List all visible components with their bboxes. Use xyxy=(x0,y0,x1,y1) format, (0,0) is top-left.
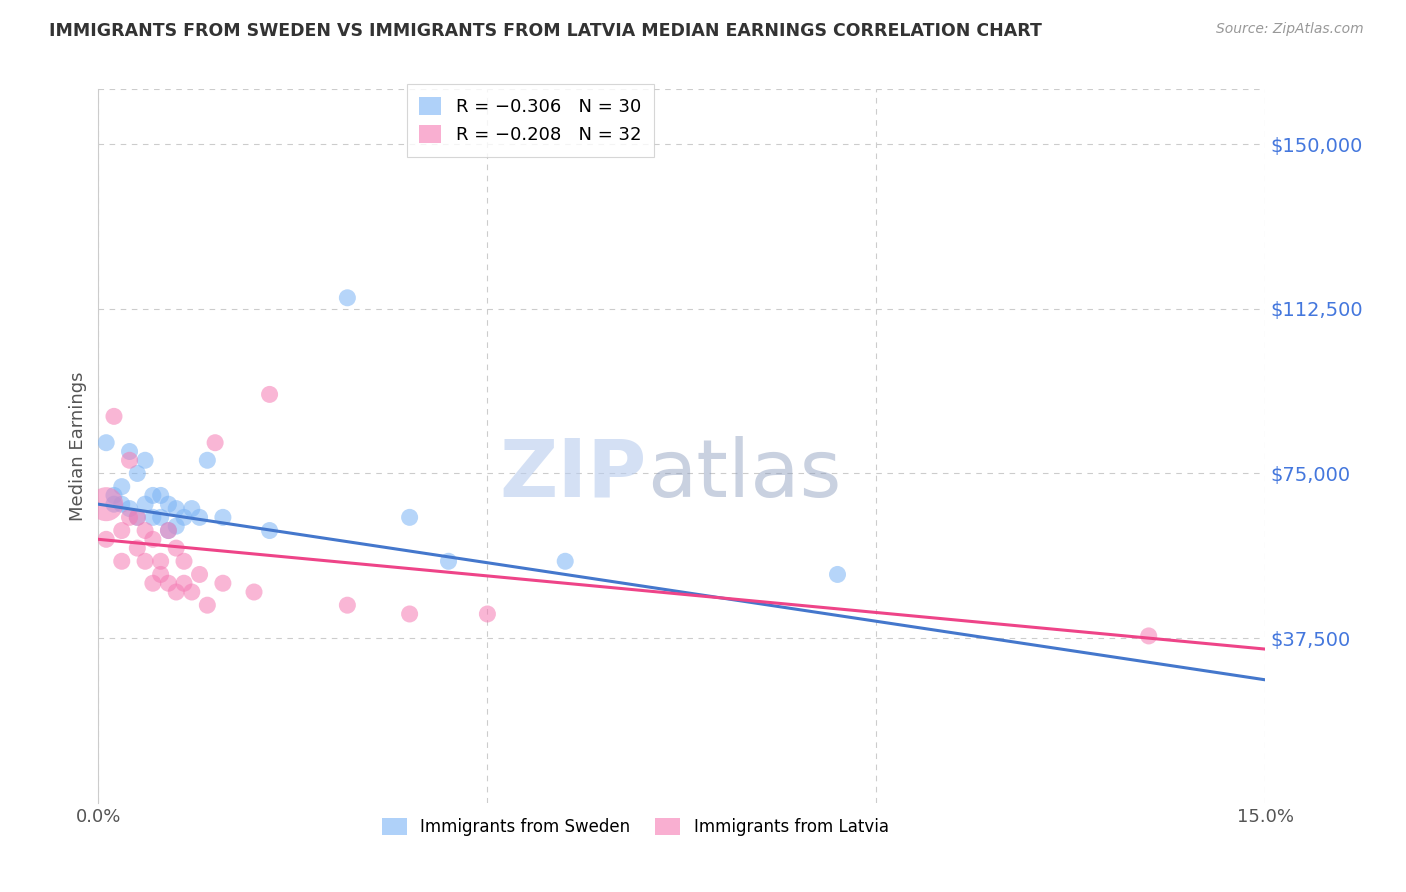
Point xyxy=(336,291,359,305)
Point xyxy=(111,497,134,511)
Point xyxy=(204,435,226,450)
Point xyxy=(149,567,172,582)
Point xyxy=(103,497,125,511)
Point xyxy=(173,510,195,524)
Point xyxy=(103,409,125,424)
Point xyxy=(142,488,165,502)
Point xyxy=(165,585,187,599)
Point xyxy=(149,510,172,524)
Point xyxy=(165,501,187,516)
Text: Source: ZipAtlas.com: Source: ZipAtlas.com xyxy=(1216,22,1364,37)
Point xyxy=(111,554,134,568)
Point xyxy=(165,519,187,533)
Point xyxy=(259,387,281,401)
Point xyxy=(127,510,149,524)
Point xyxy=(118,510,141,524)
Text: IMMIGRANTS FROM SWEDEN VS IMMIGRANTS FROM LATVIA MEDIAN EARNINGS CORRELATION CHA: IMMIGRANTS FROM SWEDEN VS IMMIGRANTS FRO… xyxy=(49,22,1042,40)
Point xyxy=(398,510,420,524)
Point xyxy=(195,453,218,467)
Point xyxy=(477,607,499,621)
Point xyxy=(127,541,149,555)
Point xyxy=(111,524,134,538)
Point xyxy=(157,524,180,538)
Point xyxy=(157,576,180,591)
Point xyxy=(1137,629,1160,643)
Point xyxy=(173,576,195,591)
Point xyxy=(142,510,165,524)
Text: ZIP: ZIP xyxy=(499,435,647,514)
Point xyxy=(134,524,156,538)
Point xyxy=(827,567,849,582)
Y-axis label: Median Earnings: Median Earnings xyxy=(69,371,87,521)
Point xyxy=(188,510,211,524)
Point xyxy=(180,501,202,516)
Point xyxy=(134,554,156,568)
Point xyxy=(165,541,187,555)
Point xyxy=(118,501,141,516)
Point xyxy=(118,444,141,458)
Point xyxy=(212,510,235,524)
Point xyxy=(96,497,118,511)
Point xyxy=(437,554,460,568)
Point xyxy=(142,533,165,547)
Text: atlas: atlas xyxy=(647,435,841,514)
Point xyxy=(149,488,172,502)
Point xyxy=(134,497,156,511)
Point xyxy=(111,480,134,494)
Point xyxy=(127,510,149,524)
Point xyxy=(118,453,141,467)
Point xyxy=(157,497,180,511)
Point xyxy=(149,554,172,568)
Point xyxy=(157,524,180,538)
Point xyxy=(173,554,195,568)
Point xyxy=(96,533,118,547)
Point xyxy=(554,554,576,568)
Point xyxy=(336,598,359,612)
Point xyxy=(243,585,266,599)
Point xyxy=(259,524,281,538)
Point xyxy=(195,598,218,612)
Point xyxy=(127,467,149,481)
Point xyxy=(103,488,125,502)
Point xyxy=(188,567,211,582)
Point xyxy=(142,576,165,591)
Point xyxy=(398,607,420,621)
Point xyxy=(96,435,118,450)
Point xyxy=(212,576,235,591)
Point xyxy=(180,585,202,599)
Legend: Immigrants from Sweden, Immigrants from Latvia: Immigrants from Sweden, Immigrants from … xyxy=(374,810,897,845)
Point xyxy=(134,453,156,467)
